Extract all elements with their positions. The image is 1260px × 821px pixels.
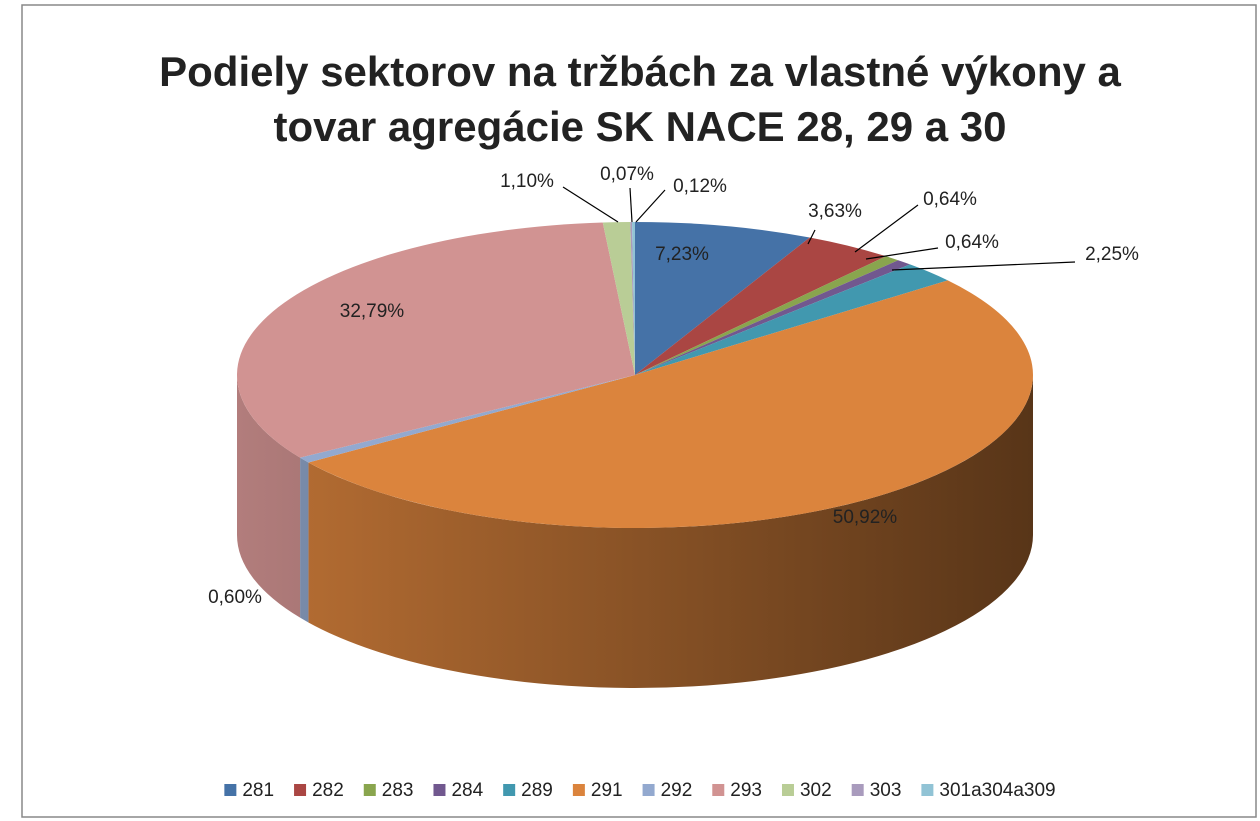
legend-label: 289 [521,780,553,801]
legend-label: 292 [661,780,693,801]
slice-side [237,375,301,618]
chart-title: Podiely sektorov na tržbách za vlastné v… [159,48,1121,95]
slice-side [300,457,309,623]
slice [308,280,1033,528]
legend-swatch [363,784,376,796]
leader-line [635,189,666,223]
legend-swatch [503,784,516,796]
slice [602,222,635,375]
data-label: 0,07% [600,164,654,185]
slice [635,237,887,375]
data-label: 32,79% [340,301,405,322]
legend-label: 302 [800,780,832,801]
data-label: 0,12% [673,176,727,197]
leader-line [865,247,939,260]
data-label: 50,92% [833,507,898,528]
legend-label: 283 [382,780,414,801]
legend-swatch [433,784,446,796]
legend-label: 282 [312,780,344,801]
data-label: 0,64% [923,189,977,210]
leader-line [629,187,633,223]
legend-swatch [921,784,934,796]
slice [635,264,948,375]
legend-label: 281 [242,780,274,801]
data-label: 7,23% [655,244,709,265]
leader-line [891,261,1076,271]
leader-line [807,229,816,245]
slice [236,222,636,458]
slice [635,222,810,375]
data-label: 3,63% [808,201,862,222]
legend-swatch [712,784,725,796]
legend-label: 291 [591,780,623,801]
leader-line [854,204,919,253]
legend-label: 301a304a309 [939,780,1055,801]
slice [631,222,635,375]
data-label: 0,64% [945,232,999,253]
chart-title: tovar agregácie SK NACE 28, 29 a 30 [273,103,1006,150]
leader-line [562,186,619,223]
slice [635,260,911,375]
legend-label: 303 [870,780,902,801]
data-label: 0,60% [208,587,262,608]
legend-label: 284 [451,780,483,801]
legend-label: 293 [730,780,762,801]
legend-swatch [224,784,237,796]
slice [300,375,635,463]
data-label: 2,25% [1085,244,1139,265]
slice-side [308,375,1033,689]
legend-swatch [642,784,655,796]
legend-swatch [781,784,794,796]
legend-swatch [851,784,864,796]
legend-swatch [572,784,585,796]
slice [635,256,899,375]
slice [630,222,635,375]
data-label: 1,10% [500,171,554,192]
legend-swatch [294,784,307,796]
